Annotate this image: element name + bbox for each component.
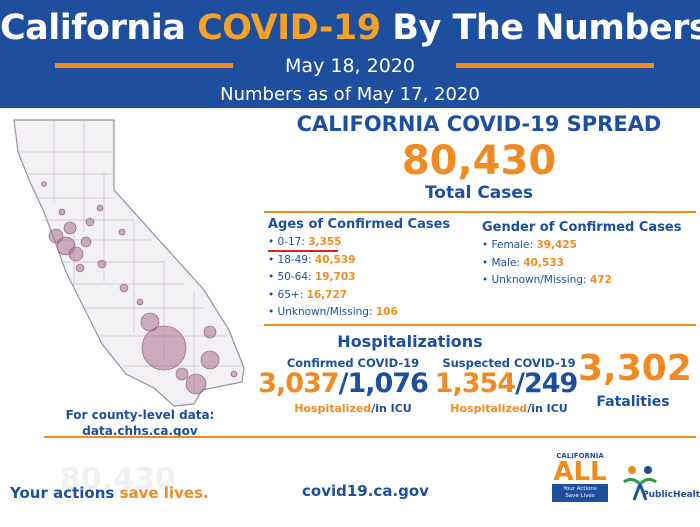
ages-heading: Ages of Confirmed Cases <box>268 217 451 232</box>
spread-title: CALIFORNIA COVID-19 SPREAD <box>296 112 662 136</box>
covid-site-link[interactable]: covid19.ca.gov <box>302 482 429 500</box>
gender-heading: Gender of Confirmed Cases <box>482 220 682 235</box>
hospitalizations-title: Hospitalizations <box>337 332 483 351</box>
county-note-link[interactable]: data.chhs.ca.gov <box>82 424 198 438</box>
suspected-hospitalized-icu: 1,354/249 <box>434 368 579 399</box>
county-data-note: For county-level data: data.chhs.ca.gov <box>60 407 220 439</box>
divider <box>264 324 696 326</box>
header-banner <box>0 0 700 108</box>
header-rule-right <box>456 63 654 68</box>
cdph-logo: PublicHealth <box>620 462 700 518</box>
list-item: • 18-49: 40,539 <box>268 253 356 266</box>
suspected-caption: Hospitalized/in ICU <box>450 402 568 415</box>
confirmed-caption: Hospitalized/in ICU <box>294 402 412 415</box>
data-as-of: Numbers as of May 17, 2020 <box>220 84 480 105</box>
total-cases-label: Total Cases <box>424 183 534 203</box>
page-title: California COVID-19 By The Numbers <box>0 8 700 48</box>
ages-list: • 0-17: 3,355 • 18-49: 40,539 • 50-64: 1… <box>268 234 398 322</box>
suspected-label: Suspected COVID-19 <box>442 356 576 370</box>
confirmed-hospitalized-icu: 3,037/1,076 <box>258 368 429 399</box>
list-item: • 65+: 16,727 <box>268 288 348 301</box>
divider <box>264 211 696 213</box>
divider <box>44 436 696 438</box>
total-cases-value: 80,430 <box>401 138 557 184</box>
confirmed-icu-value: 1,076 <box>347 368 428 399</box>
california-outline <box>13 119 245 407</box>
list-item: • Male: 40,533 <box>482 256 564 269</box>
list-item: • 50-64: 19,703 <box>268 271 356 283</box>
list-item: • 0-17: 3,355 <box>268 236 342 248</box>
california-all-logo: CALIFORNIA ALL Your Actions Save Lives <box>552 452 608 522</box>
fatalities-value: 3,302 <box>578 348 692 389</box>
highlight-underline <box>268 250 338 252</box>
suspected-icu-value: 249 <box>523 368 578 399</box>
list-item: • Female: 39,425 <box>482 239 577 251</box>
list-item: • Unknown/Missing: 472 <box>482 274 612 286</box>
suspected-hospitalized-value: 1,354 <box>434 368 516 399</box>
watermark-ghost: 80,430 <box>60 462 176 497</box>
report-date: May 18, 2020 <box>285 55 415 77</box>
fatalities-label: Fatalities <box>596 394 670 410</box>
confirmed-hospitalized-value: 3,037 <box>258 368 339 399</box>
county-note-line1: For county-level data: <box>65 408 215 422</box>
case-bubbles <box>41 181 238 395</box>
cdph-figure-icon <box>623 466 657 501</box>
california-county-map <box>13 119 245 407</box>
slogan: Your actions save lives. <box>10 484 209 502</box>
gender-list: • Female: 39,425 • Male: 40,533 • Unknow… <box>482 237 612 290</box>
header-rule-left <box>55 63 233 68</box>
list-item: • Unknown/Missing: 106 <box>268 306 398 318</box>
confirmed-label: Confirmed COVID-19 <box>286 356 420 370</box>
